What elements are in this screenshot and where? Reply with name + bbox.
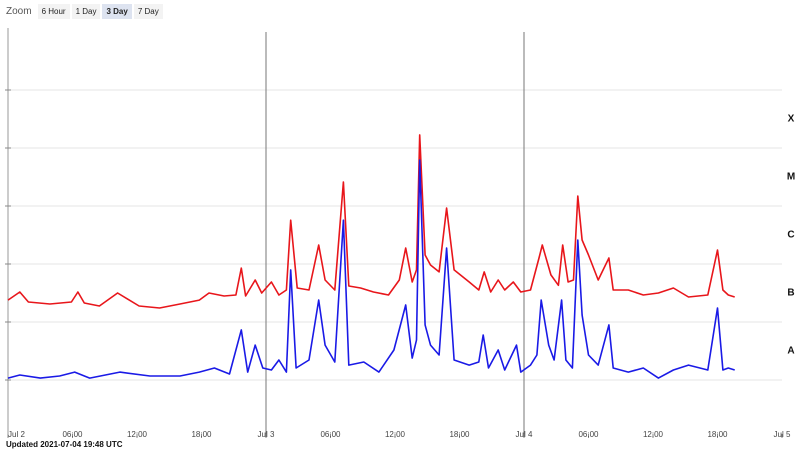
x-tick-label: 18:00 xyxy=(449,430,470,438)
x-tick-label: 12:00 xyxy=(385,430,406,438)
x-tick-label: 06:00 xyxy=(320,430,341,438)
flux-line xyxy=(7,134,735,309)
x-tick-label: 18:00 xyxy=(191,430,212,438)
zoom-button[interactable]: 3 Day xyxy=(102,4,132,19)
chart: A B C M X Jul 2 06:00 12:00 18:00 Jul 3 06:00 12:00… xyxy=(5,28,795,438)
x-tick-label: Jul 3 xyxy=(258,430,275,438)
zoom-button[interactable]: 6 Hour xyxy=(37,4,70,19)
y-tick-label: X xyxy=(788,114,795,125)
x-tick-label: Jul 2 xyxy=(8,430,25,438)
x-tick-label: Jul 5 xyxy=(774,430,791,438)
x-tick-label: 06:00 xyxy=(578,430,599,438)
y-tick-label: M xyxy=(787,172,795,183)
x-tick-label: 12:00 xyxy=(127,430,148,438)
zoom-button[interactable]: 1 Day xyxy=(71,4,101,19)
zoom-bar: Zoom 6 Hour 1 Day 3 Day 7 Day xyxy=(6,4,163,19)
y-tick-label: C xyxy=(787,230,794,241)
x-tick-label: 12:00 xyxy=(643,430,664,438)
zoom-button[interactable]: 7 Day xyxy=(133,4,163,19)
x-tick-label: 06:00 xyxy=(62,430,83,438)
zoom-label: Zoom xyxy=(6,6,32,17)
y-tick-label: A xyxy=(787,346,794,357)
x-tick-label: Jul 4 xyxy=(516,430,533,438)
flux-line xyxy=(7,159,735,379)
y-tick-label: B xyxy=(787,288,794,299)
x-tick-label: 18:00 xyxy=(707,430,728,438)
footer: Updated 2021-07-04 19:48 UTC xyxy=(6,440,123,449)
